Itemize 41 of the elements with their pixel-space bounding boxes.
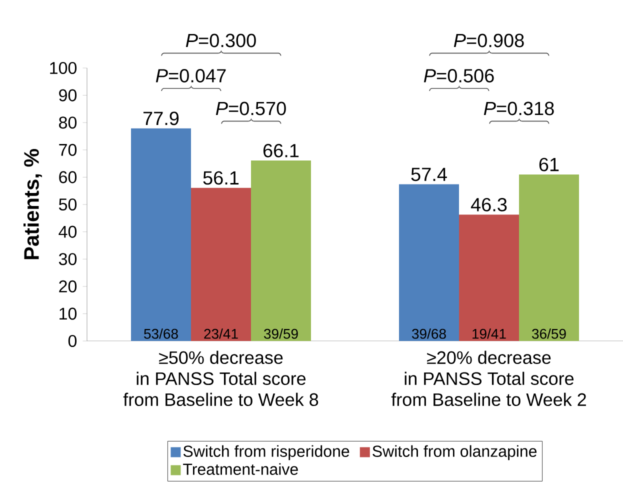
annotation: 19/41 [472, 328, 506, 339]
data-label: 61 [539, 158, 559, 172]
y-tick-label: 80 [59, 116, 77, 129]
data-label: 46.3 [470, 198, 507, 212]
data-label: 57.4 [411, 168, 447, 182]
data-label: 77.9 [143, 112, 179, 126]
annotation: 39/59 [264, 328, 298, 339]
annotation: P=0.318 [484, 102, 554, 116]
annotation: P=0.506 [424, 69, 494, 82]
legend-label: Switch from olanzapine [372, 445, 537, 460]
y-tick-label: 60 [59, 171, 77, 184]
y-tick-label: 10 [60, 308, 77, 320]
y-tick-label: 40 [58, 226, 77, 238]
bar [191, 188, 252, 341]
annotation: 39/68 [412, 328, 446, 339]
legend-label: Treatment-naive [183, 463, 298, 475]
legend-label: Switch from risperidone [183, 445, 350, 460]
data-label: 66.1 [263, 144, 299, 158]
bar [131, 128, 192, 341]
data-label: 56.1 [203, 171, 239, 185]
y-tick-label: 50 [58, 198, 77, 211]
bar [519, 174, 580, 341]
y-tick-label: 70 [59, 144, 77, 156]
annotation: 23/41 [204, 328, 238, 339]
annotation: P=0.570 [216, 102, 286, 116]
y-tick-label: 100 [50, 62, 77, 74]
annotation: 53/68 [144, 328, 178, 339]
y-tick-label: 20 [59, 280, 77, 292]
text: P=0.300 [186, 34, 256, 48]
annotation: P=0.047 [156, 69, 226, 82]
text: P=0.908 [454, 34, 524, 48]
bar [251, 160, 312, 341]
x-tick-label: ≥20% decrease in PANSS Total score from Baseline to Week 2 [391, 350, 586, 406]
y-axis-title: Patients, % [24, 149, 42, 260]
y-tick-label: 90 [59, 89, 77, 102]
annotation: 36/59 [532, 328, 566, 339]
y-tick-label: 30 [58, 253, 77, 266]
x-tick-label: ≥50% decrease in PANSS Total score from Baseline to Week 8 [123, 350, 318, 406]
y-tick-label: 0 [68, 334, 77, 348]
bar [399, 184, 460, 341]
bar [459, 214, 520, 341]
